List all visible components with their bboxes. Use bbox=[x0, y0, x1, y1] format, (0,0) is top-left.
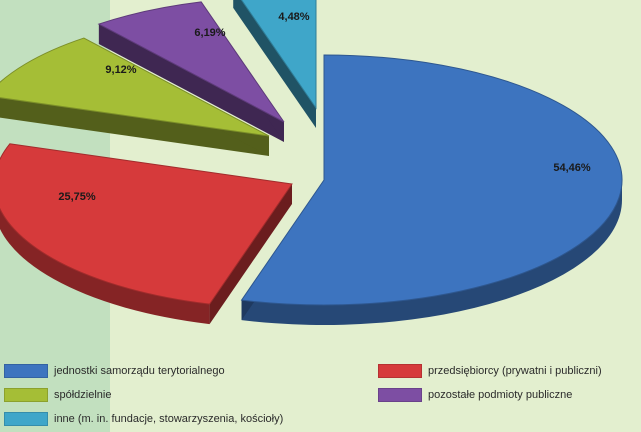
legend-label-inne: inne (m. in. fundacje, stowarzyszenia, k… bbox=[54, 413, 284, 425]
legend-swatch-jednostki bbox=[4, 364, 48, 378]
pie-slice-inne bbox=[233, 0, 317, 128]
pie-slice-jednostki bbox=[240, 54, 623, 325]
legend-item-pozostale: pozostałe podmioty publiczne bbox=[378, 387, 572, 403]
legend-swatch-spoldzielnie bbox=[4, 388, 48, 402]
legend-swatch-pozostale bbox=[378, 388, 422, 402]
legend-item-spoldzielnie: spółdzielnie bbox=[4, 387, 111, 403]
legend-label-przedsiebiorcy: przedsiębiorcy (prywatni i publiczni) bbox=[428, 365, 602, 377]
data-label-jednostki: 54,46% bbox=[553, 162, 591, 174]
legend-item-przedsiebiorcy: przedsiębiorcy (prywatni i publiczni) bbox=[378, 363, 602, 379]
data-label-inne: 4,48% bbox=[278, 11, 309, 23]
legend-label-jednostki: jednostki samorządu terytorialnego bbox=[54, 365, 225, 377]
data-label-pozostale: 6,19% bbox=[194, 27, 225, 39]
pie-slice-przedsiebiorcy bbox=[0, 143, 293, 325]
legend-swatch-inne bbox=[4, 412, 48, 426]
legend-label-spoldzielnie: spółdzielnie bbox=[54, 389, 112, 401]
pie-slice-pozostale bbox=[97, 1, 285, 143]
legend-item-inne: inne (m. in. fundacje, stowarzyszenia, k… bbox=[4, 411, 283, 427]
legend-item-jednostki: jednostki samorządu terytorialnego bbox=[4, 363, 225, 379]
pie-slice-spoldzielnie bbox=[0, 37, 270, 156]
data-label-spoldzielnie: 9,12% bbox=[105, 64, 136, 76]
data-label-przedsiebiorcy: 25,75% bbox=[58, 191, 96, 203]
legend-swatch-przedsiebiorcy bbox=[378, 364, 422, 378]
legend-label-pozostale: pozostałe podmioty publiczne bbox=[428, 389, 573, 401]
